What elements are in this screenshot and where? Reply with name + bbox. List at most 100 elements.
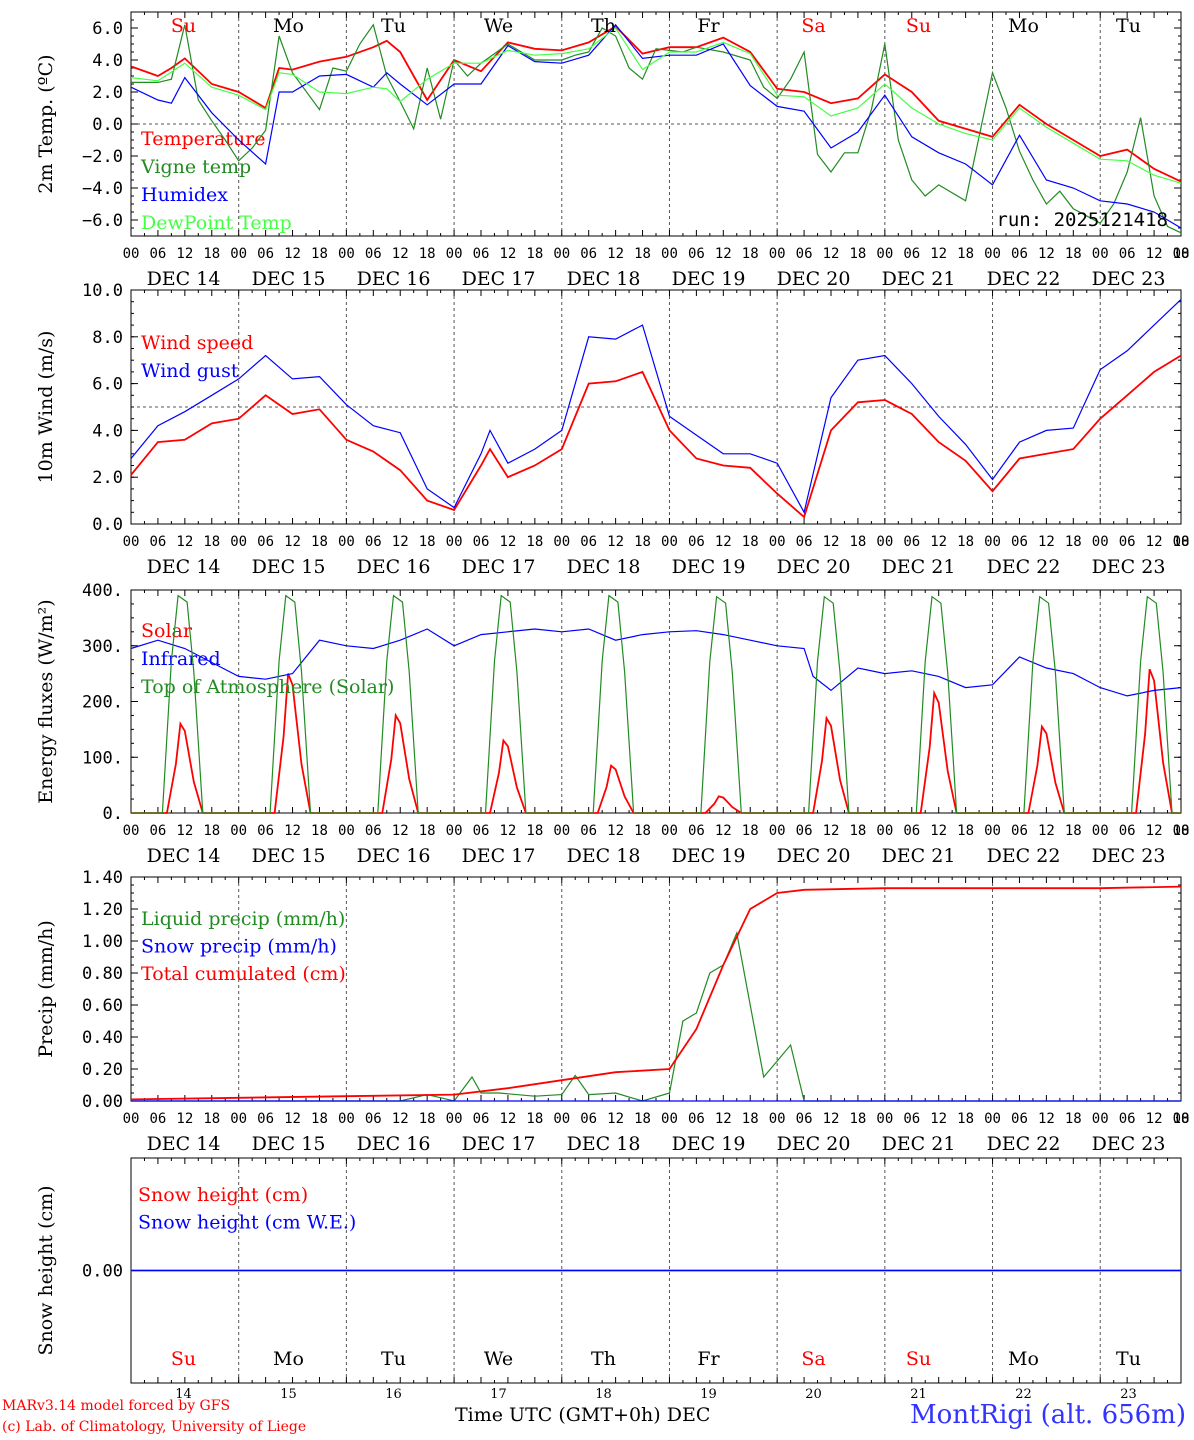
hour-tick-label: 06 <box>1119 1111 1136 1127</box>
y-axis-title: Snow height (cm) <box>35 1185 57 1355</box>
plot-frame <box>130 589 1182 814</box>
hour-tick-label: 00 <box>661 246 678 262</box>
hour-tick-label: 06 <box>257 534 274 550</box>
lab-credit: (c) Lab. of Climatology, University of L… <box>2 1419 307 1435</box>
y-tick-label: 1.40 <box>82 868 123 888</box>
hour-tick-label: 18 <box>1065 534 1082 550</box>
hour-tick-label: 12 <box>607 823 624 839</box>
y-tick-label: 8.0 <box>92 328 123 348</box>
hour-tick-label: 00 <box>876 534 893 550</box>
hour-tick-label: 18 <box>203 246 220 262</box>
hour-tick-label: 18 <box>203 1111 220 1127</box>
hour-tick-label: 18 <box>1065 823 1082 839</box>
hour-tick-label: 00 <box>230 823 247 839</box>
hour-tick-label: 12 <box>1038 823 1055 839</box>
hour-tick-label: 06 <box>1011 823 1028 839</box>
hour-tick-label: 00 <box>446 823 463 839</box>
date-label: DEC 14 <box>147 845 221 867</box>
hour-tick-label: 12 <box>1038 246 1055 262</box>
hour-tick-label: 06 <box>1011 246 1028 262</box>
day-name-bottom: Fr <box>697 1348 720 1370</box>
hour-tick-label: 00 <box>553 823 570 839</box>
date-label: DEC 21 <box>882 556 956 578</box>
day-name-top: Su <box>906 15 931 37</box>
day-number: 19 <box>700 1387 717 1400</box>
series-line-temperature <box>130 25 1182 183</box>
hour-tick-label: 06 <box>688 534 705 550</box>
hour-tick-label: 12 <box>176 823 193 839</box>
date-label: DEC 19 <box>672 845 746 867</box>
hour-tick-label: 12 <box>1038 1111 1055 1127</box>
date-label: DEC 15 <box>252 845 326 867</box>
legend-entry: Humidex <box>141 184 228 206</box>
legend-entry: Solar <box>141 620 193 642</box>
hour-tick-label: 06 <box>473 246 490 262</box>
day-name-bottom: We <box>484 1348 513 1370</box>
series-line-dewpoint-temp <box>130 27 1182 184</box>
hour-tick-label: 06 <box>365 246 382 262</box>
hour-tick-label: 00 <box>123 1111 140 1127</box>
hour-tick-label: 18 <box>634 246 651 262</box>
hour-tick-label: 00 <box>769 534 786 550</box>
hour-tick-label: 18 <box>311 246 328 262</box>
hour-tick-label: 18 <box>419 534 436 550</box>
hour-tick-label: 12 <box>1146 534 1163 550</box>
hour-tick-label: 00 <box>984 823 1001 839</box>
y-tick-label: 400. <box>82 581 123 601</box>
hour-tick-label: 18 <box>634 823 651 839</box>
hour-tick-label: 00 <box>230 246 247 262</box>
y-axis-title: 10m Wind (m/s) <box>35 331 57 484</box>
day-name-top: Mo <box>273 15 304 37</box>
hour-tick-label: 06 <box>688 823 705 839</box>
day-name-top: Sa <box>801 15 825 37</box>
date-label: DEC 17 <box>462 1133 536 1155</box>
hour-tick-label: 06 <box>580 534 597 550</box>
hour-tick-label: 18 <box>957 246 974 262</box>
date-label: DEC 16 <box>357 845 431 867</box>
hour-tick-label: 18 <box>849 823 866 839</box>
hour-tick-label: 12 <box>715 1111 732 1127</box>
y-tick-label: 0.0 <box>92 515 123 535</box>
hour-tick-label: 12 <box>930 823 947 839</box>
hour-tick-label: 06 <box>1011 534 1028 550</box>
date-label: DEC 16 <box>357 268 431 290</box>
date-label: DEC 20 <box>777 1133 851 1155</box>
hour-tick-label: 00 <box>446 1111 463 1127</box>
hour-tick-label: 06 <box>149 246 166 262</box>
hour-tick-label: 00 <box>230 534 247 550</box>
hour-tick-label: 12 <box>823 823 840 839</box>
hour-tick-label: 06 <box>473 1111 490 1127</box>
hour-tick-label: 06 <box>257 823 274 839</box>
day-name-bottom: Mo <box>1008 1348 1039 1370</box>
y-tick-label: 6.0 <box>92 375 123 395</box>
hour-tick-label: 18 <box>849 534 866 550</box>
hour-tick-label: 12 <box>284 246 301 262</box>
hour-tick-label: 12 <box>823 534 840 550</box>
day-name-top: Su <box>171 15 196 37</box>
hour-tick-label: 06 <box>149 534 166 550</box>
legend-entry: Temperature <box>141 128 265 150</box>
y-tick-label: 4.0 <box>92 421 123 441</box>
model-credit: MARv3.14 model forced by GFS <box>2 1398 231 1414</box>
hour-tick-label: 18 <box>1173 1111 1190 1127</box>
hour-tick-label: 12 <box>607 246 624 262</box>
station-name: MontRigi (alt. 656m) <box>910 1400 1186 1430</box>
date-label: DEC 15 <box>252 556 326 578</box>
hour-tick-label: 18 <box>1065 246 1082 262</box>
hour-tick-label: 18 <box>742 246 759 262</box>
hour-tick-label: 00 <box>661 534 678 550</box>
hour-tick-label: 00 <box>769 1111 786 1127</box>
date-label: DEC 17 <box>462 845 536 867</box>
hour-tick-label: 12 <box>392 1111 409 1127</box>
day-name-top: Th <box>591 15 616 37</box>
hour-tick-label: 18 <box>311 1111 328 1127</box>
date-label: DEC 23 <box>1092 556 1166 578</box>
date-label: DEC 21 <box>882 1133 956 1155</box>
hour-tick-label: 12 <box>823 246 840 262</box>
y-tick-label: 10.0 <box>82 281 123 301</box>
y-tick-label: −2.0 <box>82 147 123 167</box>
panel-1: 6.0 4.0 2.0 0.0 −2.0 −4.0 −6.0 2m Temp. (ºC) Tem… <box>35 11 1189 290</box>
hour-tick-label: 00 <box>1092 534 1109 550</box>
hour-tick-label: 06 <box>903 823 920 839</box>
hour-tick-label: 12 <box>715 534 732 550</box>
